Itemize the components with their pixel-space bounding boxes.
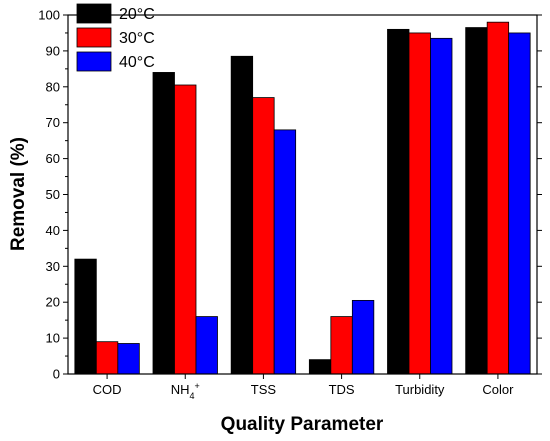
bar-40°C-TDS: [351, 299, 375, 375]
bar-20°C-COD: [74, 258, 97, 375]
legend-swatch-20°C: [76, 3, 112, 24]
y-tick-label: 0: [53, 367, 60, 382]
bar-20°C-Turbidity: [387, 28, 410, 375]
bar-30°C-COD: [95, 341, 119, 375]
y-tick-label: 100: [38, 8, 60, 23]
x-axis: COD NH4+ TSS TDS Turbidity Color: [93, 374, 514, 401]
y-axis: 0 10 20 30 40 50 60 70 80 90 100: [38, 8, 542, 382]
legend-swatch-40°C: [76, 51, 112, 72]
bar-40°C-TSS: [273, 129, 297, 375]
y-tick-label: 60: [46, 151, 60, 166]
y-tick-label: 20: [46, 295, 60, 310]
x-tick-label: Turbidity: [395, 382, 445, 397]
bar-30°C-TSS: [252, 97, 275, 375]
bar-40°C-NH4+: [195, 316, 218, 375]
bars-layer: [74, 21, 531, 375]
y-tick-label: 10: [46, 331, 60, 346]
y-tick-label: 40: [46, 223, 60, 238]
bar-30°C-Color: [486, 21, 510, 375]
bar-20°C-TSS: [230, 55, 254, 375]
legend-label-30°C: 30°C: [119, 30, 155, 47]
bar-30°C-TDS: [330, 316, 353, 375]
bar-40°C-Turbidity: [430, 37, 453, 375]
bar-30°C-Turbidity: [408, 32, 431, 375]
y-tick-label: 80: [46, 79, 60, 94]
legend-label-20°C: 20°C: [119, 6, 155, 23]
x-axis-title: Quality Parameter: [221, 414, 384, 435]
bar-40°C-Color: [508, 32, 531, 375]
bar-30°C-NH4+: [174, 84, 197, 375]
y-tick-label: 90: [46, 43, 60, 58]
y-tick-label: 70: [46, 115, 60, 130]
bar-20°C-Color: [465, 27, 488, 375]
legend-swatch-30°C: [76, 27, 112, 48]
x-tick-label: TDS: [329, 382, 355, 397]
bar-40°C-COD: [117, 343, 140, 375]
x-tick-label: TSS: [251, 382, 277, 397]
y-axis-title: Removal (%): [8, 137, 29, 251]
legend: 20°C 30°C 40°C: [76, 3, 155, 72]
bar-20°C-NH4+: [152, 72, 175, 375]
y-tick-label: 50: [46, 187, 60, 202]
x-tick-label: COD: [93, 382, 122, 397]
x-tick-label: Color: [482, 382, 514, 397]
legend-label-40°C: 40°C: [119, 54, 155, 71]
x-tick-label: NH4+: [171, 381, 200, 401]
bar-20°C-TDS: [308, 359, 332, 375]
y-tick-label: 30: [46, 259, 60, 274]
